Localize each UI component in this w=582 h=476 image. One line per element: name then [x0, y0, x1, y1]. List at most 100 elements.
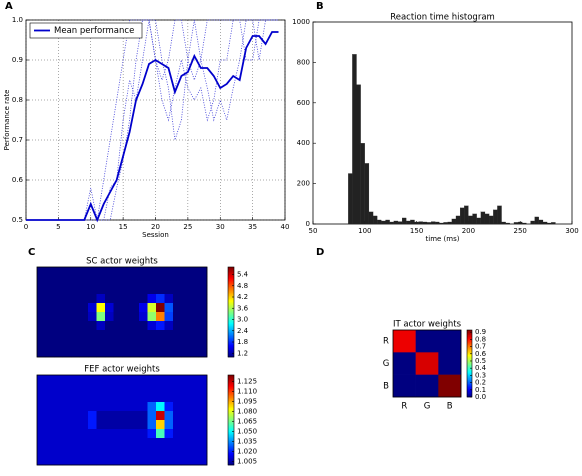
heatmap-cell [88, 420, 97, 430]
heatmap-cell [181, 312, 191, 322]
x-tick-label: 200 [462, 227, 475, 235]
x-tick-label: 15 [119, 223, 128, 231]
colorbar-step [228, 273, 234, 275]
colorbar-step [228, 390, 234, 392]
heatmap-cell [62, 330, 72, 340]
heatmap-cell [54, 276, 63, 286]
heatmap-cell [438, 352, 462, 375]
bar [352, 54, 357, 225]
heatmap-cell [96, 447, 106, 457]
heatmap-cell [198, 303, 208, 313]
bar [431, 221, 436, 225]
heatmap-cell [198, 438, 208, 448]
colorbar-step [228, 270, 234, 272]
colorbar-step [228, 325, 234, 328]
colorbar-step [228, 436, 234, 439]
bar [348, 173, 353, 225]
heatmap-cell [190, 375, 199, 385]
colorbar-tick-label: 0.1 [475, 386, 486, 394]
heatmap-cell [71, 321, 80, 331]
heatmap-cell [147, 339, 157, 349]
heatmap-cell [173, 285, 182, 295]
colorbar-step [228, 381, 234, 383]
heatmap-cell [105, 411, 114, 421]
colorbar-step [467, 343, 472, 345]
colorbar-step [228, 448, 234, 451]
bar [542, 221, 548, 225]
colorbar-step [228, 276, 234, 278]
heatmap-cell [190, 447, 199, 457]
colorbar-step [228, 291, 234, 293]
colorbar-step [228, 279, 234, 281]
heatmap-cell [130, 375, 140, 385]
heatmap-cell [79, 456, 89, 466]
heatmap-cell [181, 339, 191, 349]
heatmap-cell [156, 348, 165, 358]
bar [439, 222, 444, 225]
colorbar-step [467, 350, 472, 352]
heatmap-cell [190, 321, 199, 331]
heatmap-cell [190, 393, 199, 403]
heatmap-cell [173, 276, 182, 286]
heatmap-cell [156, 339, 165, 349]
colorbar-step [228, 415, 234, 418]
heatmap-cell [45, 420, 55, 430]
heatmap-cell [156, 330, 165, 340]
colorbar-step [228, 411, 234, 413]
legend-label: Mean performance [54, 26, 134, 36]
heatmap-cell [37, 303, 46, 313]
heatmap-cell [122, 411, 131, 421]
colorbar-step [228, 346, 234, 349]
heatmap-cell [37, 312, 46, 322]
heatmap-cell [164, 321, 174, 331]
colorbar-step [228, 285, 234, 287]
colorbar-step [228, 444, 234, 446]
heatmap-cell [88, 384, 97, 394]
heatmap-cell [45, 276, 55, 286]
heatmap-cell [96, 348, 106, 358]
colorbar-step [228, 445, 234, 448]
colorbar-tick-label: 4.8 [237, 282, 248, 290]
heatmap-cell [62, 285, 72, 295]
heatmap-cell [122, 393, 131, 403]
heatmap-cell [181, 276, 191, 286]
heatmap-cell [62, 276, 72, 286]
heatmap-cell [156, 429, 165, 439]
colorbar-step [228, 435, 234, 437]
heatmap-cell [190, 303, 199, 313]
x-tick-label: 250 [514, 227, 527, 235]
heatmap-cell [156, 420, 165, 430]
heatmap-cell [96, 420, 106, 430]
heatmap-cell [37, 411, 46, 421]
heatmap-cell [62, 321, 72, 331]
colorbar-step [228, 450, 234, 452]
bar [493, 209, 498, 225]
colorbar-step [228, 454, 234, 457]
colorbar-step [228, 288, 234, 290]
heatmap-cell [96, 321, 106, 331]
heatmap-cell [45, 330, 55, 340]
heatmap-cell [79, 321, 89, 331]
heatmap-cell [45, 294, 55, 304]
heatmap-cell [173, 348, 182, 358]
x-tick-label: 40 [281, 223, 290, 231]
colorbar-tick-label: 1.080 [237, 408, 257, 416]
heatmap-cell [139, 267, 148, 277]
heatmap-cell [62, 303, 72, 313]
colorbar-step [467, 371, 472, 373]
heatmap-cell [71, 429, 80, 439]
heatmap-cell [181, 393, 191, 403]
heatmap-cell [37, 339, 46, 349]
y-tick-label: 400 [297, 139, 310, 147]
panel-label: D [316, 247, 324, 258]
heatmap-cell [173, 456, 182, 466]
bar [505, 222, 510, 225]
x-tick-label: 10 [86, 223, 95, 231]
legend-box [29, 22, 143, 39]
heatmap-cell [130, 294, 140, 304]
heatmap-cell [147, 447, 157, 457]
heatmap-cell [147, 285, 157, 295]
heatmap-cell [105, 321, 114, 331]
heatmap-cell [88, 438, 97, 448]
